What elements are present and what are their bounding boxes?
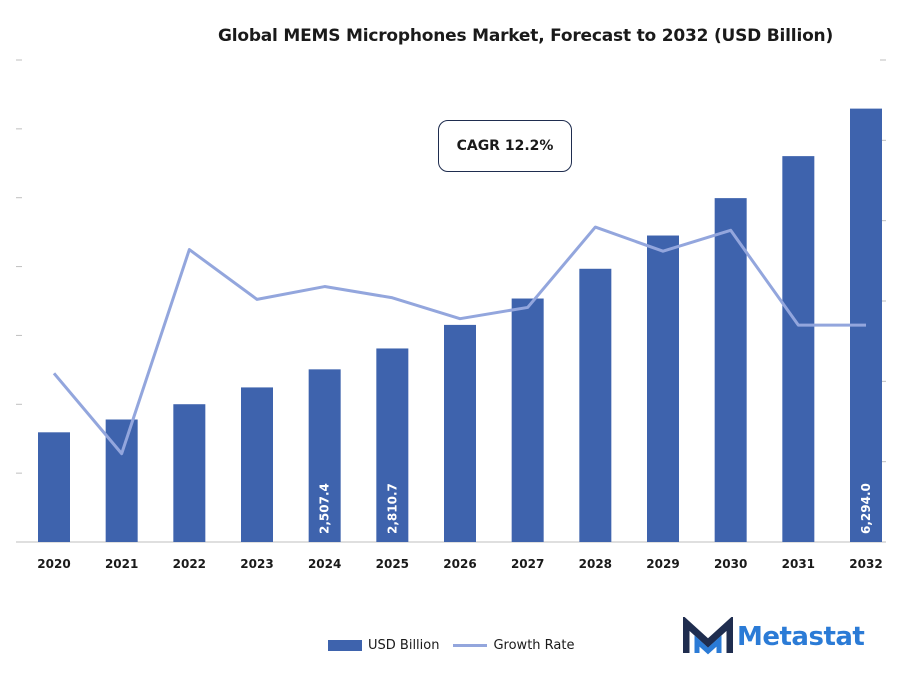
metastat-logo-icon — [683, 617, 733, 655]
bar — [105, 419, 138, 542]
bar — [308, 369, 341, 542]
legend-label-growth-rate: Growth Rate — [493, 638, 575, 653]
chart-title: Global MEMS Microphones Market, Forecast… — [217, 26, 834, 46]
chart-legend: USD Billion Growth Rate — [328, 638, 588, 653]
x-tick-label: 2023 — [240, 557, 273, 571]
x-tick-label: 2025 — [376, 557, 409, 571]
bar — [579, 268, 612, 542]
x-tick-label: 2032 — [849, 557, 882, 571]
x-tick-label: 2031 — [782, 557, 815, 571]
bar — [444, 324, 476, 542]
legend-swatch-bar — [328, 640, 362, 651]
x-tick-label: 2029 — [646, 557, 679, 571]
bar — [782, 156, 815, 542]
x-tick-label: 2030 — [714, 557, 747, 571]
x-tick-label: 2024 — [308, 557, 341, 571]
bar-data-label: 2,507.4 — [318, 483, 332, 534]
bar — [38, 432, 70, 542]
bar — [714, 198, 747, 542]
x-tick-label: 2026 — [443, 557, 476, 571]
legend-item-usd-billion: USD Billion — [328, 638, 439, 653]
bar — [376, 348, 409, 542]
x-tick-label: 2020 — [37, 557, 70, 571]
bar — [241, 387, 273, 542]
x-tick-label: 2021 — [105, 557, 138, 571]
metastat-logo: Metastat — [683, 617, 865, 657]
bar — [173, 404, 206, 542]
line-series — [52, 225, 867, 456]
cagr-annotation: CAGR 12.2% — [438, 120, 572, 172]
data-labels: 2,507.4 2,810.7 6,294.0 — [318, 483, 873, 534]
bar — [511, 298, 544, 542]
bar — [647, 235, 679, 543]
x-tick-labels: 2020 2021 2022 2023 2024 2025 2026 2027 2028 2029… — [37, 557, 882, 571]
legend-swatch-line — [453, 644, 488, 647]
bar-data-label: 2,810.7 — [385, 483, 399, 534]
bar-series — [38, 108, 882, 543]
x-tick-label: 2027 — [511, 557, 544, 571]
legend-item-growth-rate: Growth Rate — [453, 638, 574, 653]
legend-label-usd-billion: USD Billion — [368, 638, 440, 653]
x-tick-label: 2022 — [173, 557, 206, 571]
bar-data-label: 6,294.0 — [859, 483, 873, 534]
x-tick-label: 2028 — [579, 557, 612, 571]
metastat-logo-text: Metastat — [737, 622, 865, 652]
